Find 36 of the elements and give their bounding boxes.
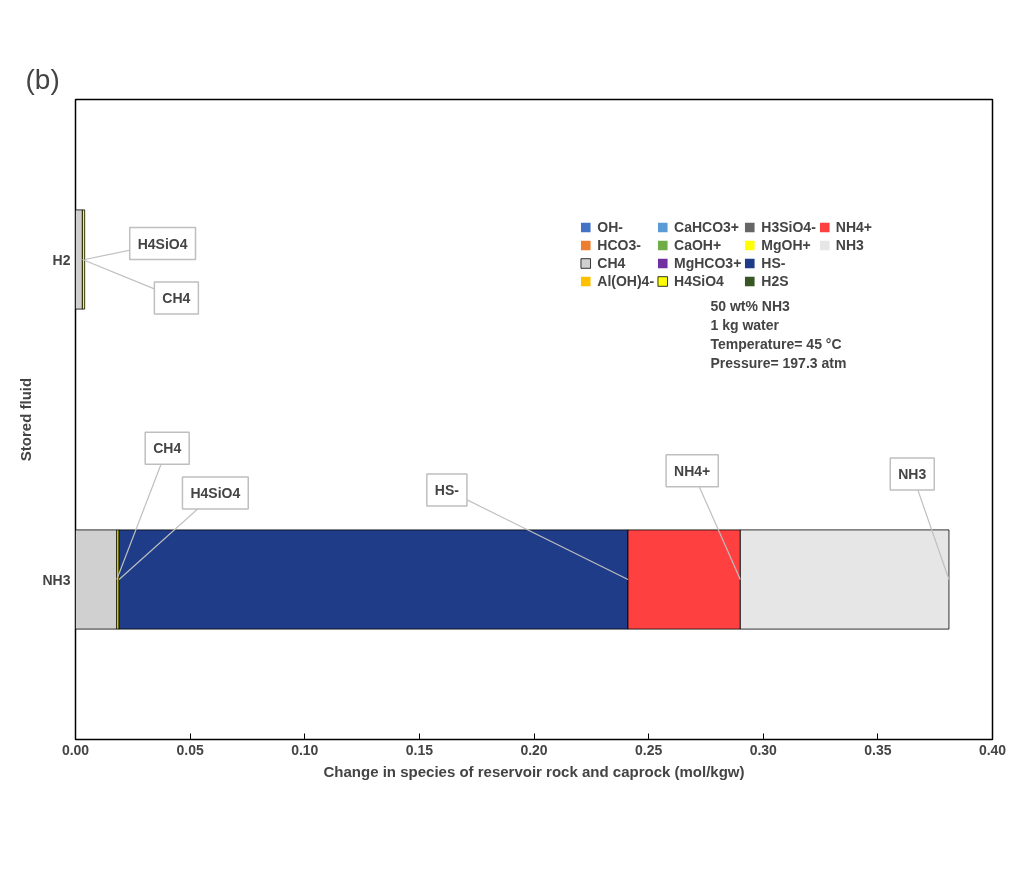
annotation: CH4 bbox=[153, 440, 182, 457]
x-axis-title: Change in species of reservoir rock and caprock (mol/kgw) bbox=[323, 762, 745, 780]
legend-label: NH3 bbox=[835, 237, 864, 253]
y-axis-title: Stored fluid bbox=[17, 377, 35, 462]
annotation: HS- bbox=[434, 481, 460, 498]
y-tick-label: H2 bbox=[52, 251, 71, 268]
legend-label: CH4 bbox=[597, 255, 626, 271]
text: (b) bbox=[25, 63, 60, 95]
legend-label: CaOH+ bbox=[674, 237, 722, 253]
bar bbox=[75, 529, 118, 630]
legend-label: H4SiO4 bbox=[674, 273, 724, 289]
legend-label: Al(OH)4- bbox=[597, 273, 655, 289]
legend-label: OH- bbox=[597, 219, 623, 235]
x-tick-label: 0.10 bbox=[291, 741, 319, 758]
x-tick-label: 0.30 bbox=[749, 741, 778, 758]
x-tick-label: 0.40 bbox=[978, 741, 1007, 758]
annotation: NH4+ bbox=[674, 462, 711, 479]
legend-label: NH4+ bbox=[835, 219, 872, 235]
x-tick-label: 0.05 bbox=[176, 741, 204, 758]
x-tick-label: 0.25 bbox=[635, 741, 663, 758]
legend-label: HS- bbox=[761, 255, 786, 271]
annotation: H4SiO4 bbox=[137, 235, 188, 252]
legend-label: MgHCO3+ bbox=[674, 255, 742, 271]
legend-label: CaHCO3+ bbox=[674, 219, 740, 235]
annotation: H4SiO4 bbox=[190, 485, 241, 502]
legend-label: H2S bbox=[761, 273, 789, 289]
legend-label: H3SiO4- bbox=[761, 219, 816, 235]
x-tick-label: 0.20 bbox=[520, 741, 548, 758]
legend-label: MgOH+ bbox=[761, 237, 811, 253]
annotation: 50 wt% NH3 1 kg water Temperature= 45 °C Pressure= 197.3 atm bbox=[710, 297, 847, 372]
legend-label: HCO3- bbox=[597, 237, 641, 253]
x-tick-label: 0.15 bbox=[405, 741, 434, 758]
x-tick-label: 0.00 bbox=[61, 741, 90, 758]
annotation: CH4 bbox=[162, 289, 191, 306]
annotation: NH3 bbox=[898, 465, 927, 482]
x-tick-label: 0.35 bbox=[864, 741, 892, 758]
